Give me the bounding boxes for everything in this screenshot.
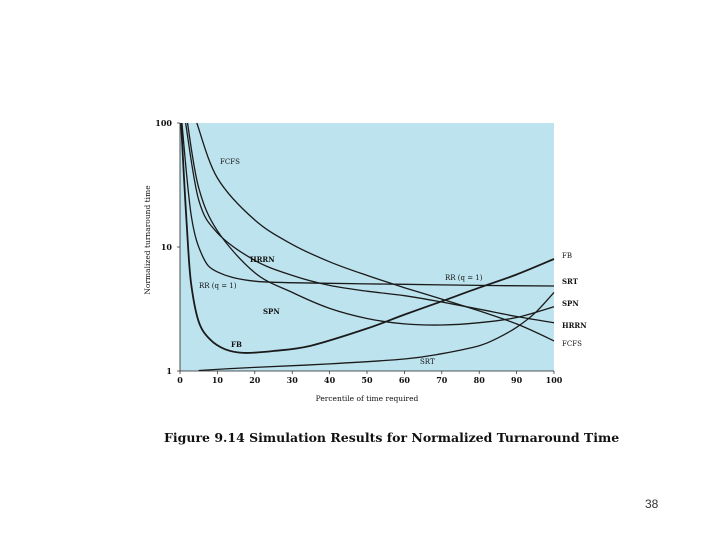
series-label-fb: FB: [231, 340, 242, 349]
series-label-srt: SRT: [562, 277, 579, 286]
series-label-hrrn: HRRN: [250, 255, 275, 264]
series-label-spn: SPN: [562, 299, 579, 308]
x-tick-label: 100: [546, 375, 563, 385]
series-label-fb: FB: [562, 252, 572, 260]
series-label-rr-q-1: RR (q = 1): [445, 274, 483, 282]
x-axis-ticks: 0 10 20 30 40 50 60 70 80 90 100: [177, 371, 563, 385]
series-line-fcfs: [196, 122, 555, 342]
figure-caption: Figure 9.14 Simulation Results for Norma…: [164, 430, 620, 445]
x-tick-label: 60: [399, 375, 411, 385]
x-tick-label: 30: [287, 375, 299, 385]
series-curves: [180, 122, 555, 372]
y-tick-label: 10: [161, 242, 173, 252]
x-axis-title: Percentile of time required: [316, 394, 419, 403]
series-line-hrrn: [184, 122, 555, 324]
x-tick-label: 80: [474, 375, 486, 385]
x-tick-label: 40: [324, 375, 336, 385]
series-label-hrrn: HRRN: [562, 321, 587, 330]
y-tick-label: 100: [155, 118, 172, 128]
plot-background: [180, 123, 554, 371]
x-tick-label: 90: [511, 375, 523, 385]
y-tick-label: 1: [166, 366, 172, 376]
x-tick-label: 0: [177, 375, 183, 385]
y-axis-title: Normalized turnaround time: [143, 185, 152, 295]
x-tick-label: 20: [249, 375, 261, 385]
page-number: 38: [645, 497, 659, 511]
x-tick-label: 10: [212, 375, 224, 385]
series-label-srt: SRT: [420, 358, 435, 366]
series-line-rr-q-1: [181, 122, 555, 287]
series-label-fcfs: FCFS: [220, 158, 240, 166]
series-label-fcfs: FCFS: [562, 340, 582, 348]
series-line-fb: [180, 122, 555, 354]
series-labels: FCFS HRRN RR (q = 1) RR (q = 1) SPN FB SRT FB SR…: [199, 158, 587, 366]
series-line-spn: [186, 122, 555, 326]
y-axis-ticks: 1 10 100: [155, 118, 180, 376]
x-tick-label: 50: [361, 375, 373, 385]
x-tick-label: 70: [436, 375, 448, 385]
series-line-srt: [198, 291, 555, 372]
series-label-rr-q-1: RR (q = 1): [199, 282, 237, 290]
series-label-spn: SPN: [263, 307, 280, 316]
